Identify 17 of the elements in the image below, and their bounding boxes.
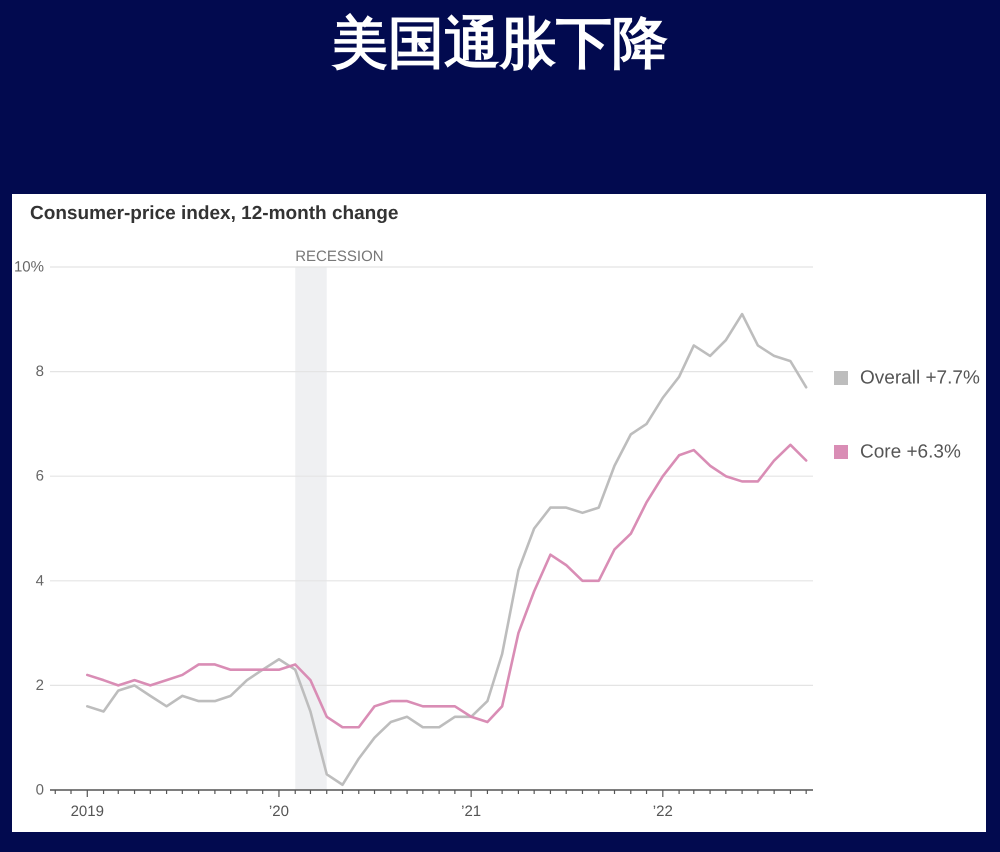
line-series: [86, 312, 808, 786]
y-tick-label: 2: [36, 676, 44, 694]
y-tick-label: 8: [36, 363, 44, 380]
x-tick-label: 2019: [70, 803, 104, 820]
y-tick-label: 0: [36, 782, 44, 798]
legend-label: Overall +7.7%: [860, 368, 980, 388]
x-tick-label: ’21: [461, 803, 482, 820]
line-series: [86, 444, 808, 729]
y-tick-label: 10%: [14, 258, 44, 276]
y-tick-label: 4: [36, 572, 44, 590]
legend-label: Core +6.3%: [860, 442, 961, 462]
chart-title: 美国通胀下降: [331, 11, 668, 74]
band-label: RECESSION: [295, 248, 384, 265]
x-tick-label: ’22: [652, 803, 673, 820]
x-tick-label: ’20: [268, 803, 289, 820]
y-tick-label: 6: [36, 468, 44, 485]
chart-subtitle: Consumer-price index, 12-month change: [30, 203, 398, 224]
